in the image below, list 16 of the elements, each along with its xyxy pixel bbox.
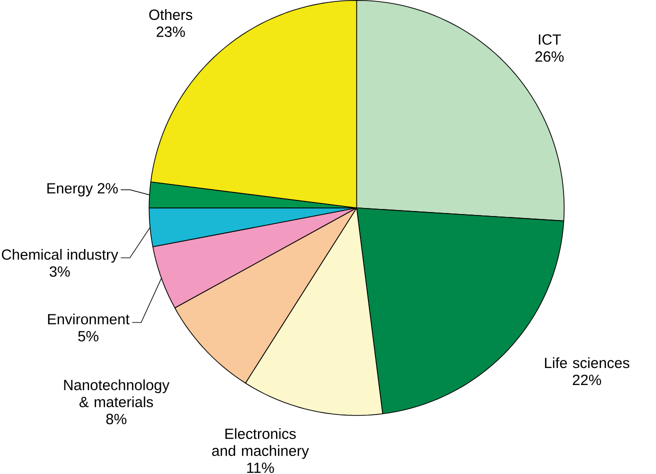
- slice-label: Chemical industry: [2, 248, 118, 263]
- data-label: 22%: [572, 374, 602, 386]
- data-label: 2%: [98, 183, 118, 194]
- data-label: 3%: [50, 266, 70, 277]
- data-label: 5%: [78, 331, 98, 342]
- data-label: 23%: [156, 26, 185, 37]
- slice-label: Others: [149, 9, 192, 20]
- slice-label: Energy: [47, 183, 93, 196]
- slice-label: Life sciences: [545, 357, 630, 368]
- slice-label: Nanotechnology & materials: [64, 379, 170, 408]
- slice-label: ICT: [538, 34, 561, 45]
- data-label: 11%: [247, 462, 274, 473]
- data-label: 26%: [535, 51, 564, 62]
- data-label: 8%: [106, 414, 126, 424]
- slice-label: Electronics and machinery: [212, 428, 309, 459]
- slice-label: Environment: [48, 314, 130, 324]
